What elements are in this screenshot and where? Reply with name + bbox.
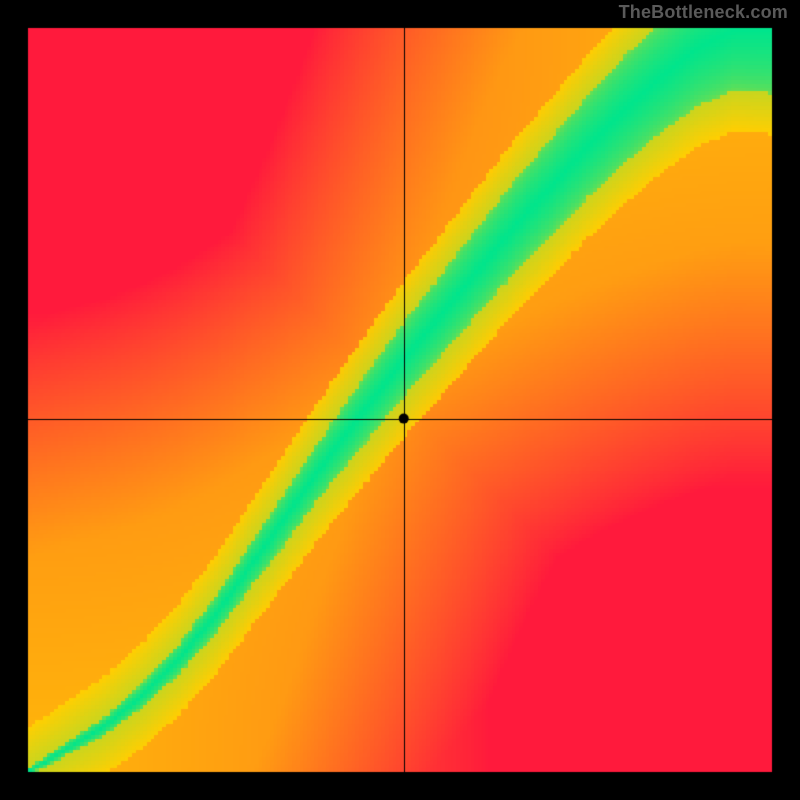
chart-container: TheBottleneck.com (0, 0, 800, 800)
watermark-text: TheBottleneck.com (619, 2, 788, 23)
bottleneck-heatmap (0, 0, 800, 800)
